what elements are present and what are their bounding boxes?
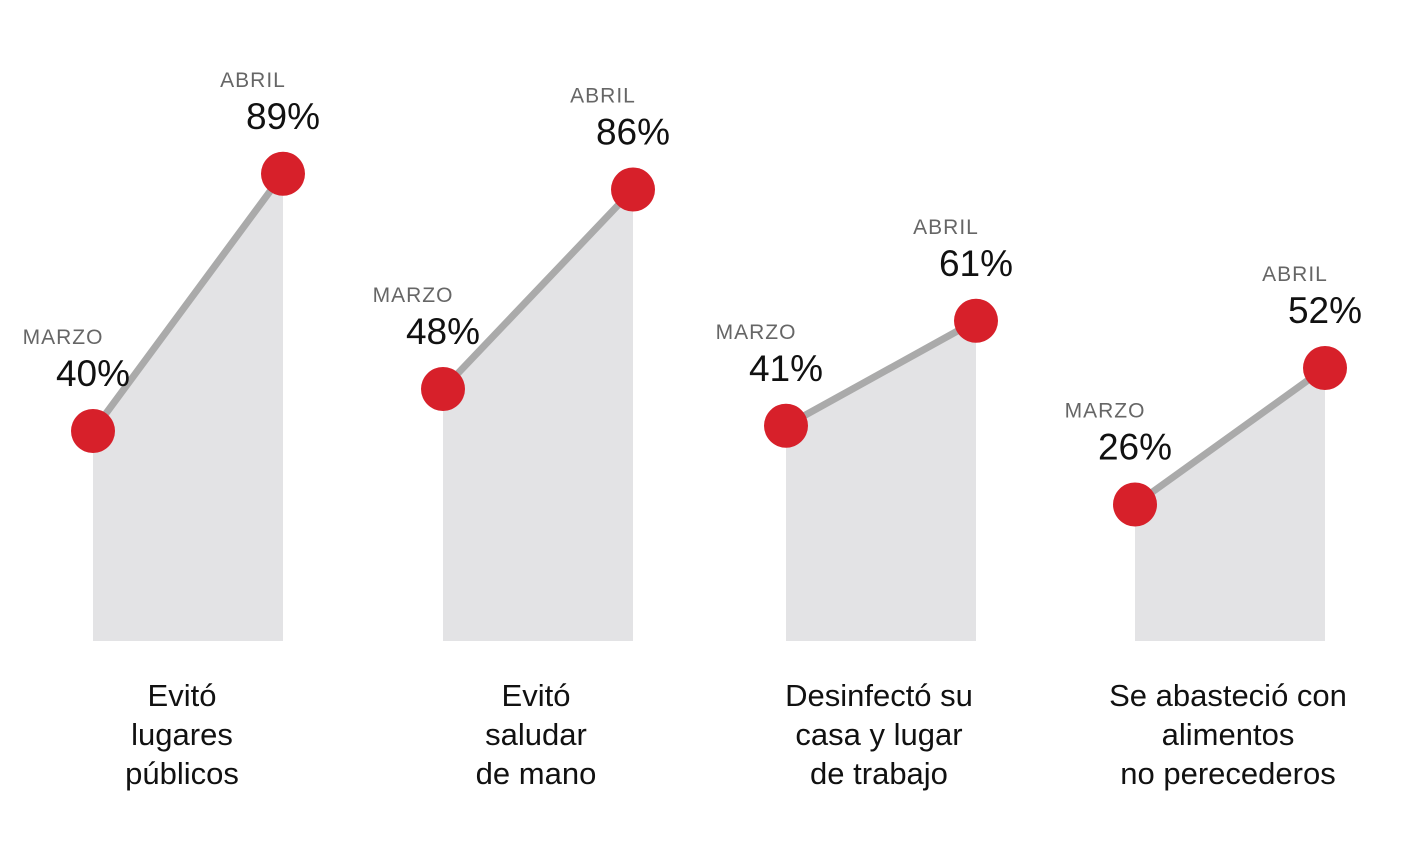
category-title-line: de trabajo bbox=[810, 756, 948, 791]
period-label: ABRIL bbox=[1262, 263, 1328, 286]
data-point bbox=[764, 403, 808, 448]
category-title-line: saludar bbox=[485, 717, 587, 752]
period-label: ABRIL bbox=[913, 216, 979, 239]
series-line bbox=[89, 170, 287, 435]
category-title-line: Evitó bbox=[147, 678, 217, 713]
series-line bbox=[439, 186, 637, 393]
category-title-line: Se abasteció con bbox=[1109, 678, 1347, 713]
category-title-3: Desinfectó su casa y lugar de trabajo bbox=[729, 676, 1029, 793]
series-line bbox=[1131, 364, 1329, 508]
value-label: 48% bbox=[406, 311, 480, 352]
data-point bbox=[71, 409, 115, 453]
category-title-line: alimentos bbox=[1161, 717, 1295, 752]
category-title-line: Desinfectó su bbox=[785, 678, 973, 713]
area-fill bbox=[443, 189, 633, 641]
category-title-line: Evitó bbox=[501, 678, 571, 713]
category-title-line: lugares bbox=[131, 717, 233, 752]
value-label: 41% bbox=[749, 348, 823, 389]
value-label: 89% bbox=[246, 96, 320, 137]
series-line bbox=[782, 317, 980, 430]
period-label: ABRIL bbox=[220, 69, 286, 92]
area-fill bbox=[1135, 368, 1325, 641]
data-point bbox=[261, 151, 305, 196]
category-title-line: de mano bbox=[475, 756, 597, 791]
category-title-line: no perecederos bbox=[1120, 756, 1336, 791]
data-point bbox=[611, 167, 655, 212]
area-fill bbox=[93, 173, 283, 641]
value-label: 52% bbox=[1288, 290, 1362, 331]
data-point bbox=[1303, 346, 1347, 390]
category-title-line: casa y lugar bbox=[795, 717, 963, 752]
category-title-line: públicos bbox=[125, 756, 239, 791]
value-label: 86% bbox=[596, 112, 670, 153]
value-label: 26% bbox=[1098, 427, 1172, 468]
data-point bbox=[1113, 482, 1157, 527]
period-label: MARZO bbox=[373, 284, 454, 307]
period-label: ABRIL bbox=[570, 85, 636, 108]
value-label: 40% bbox=[56, 353, 130, 394]
data-point bbox=[421, 367, 465, 411]
category-title-2: Evitó saludar de mano bbox=[386, 676, 686, 793]
category-title-1: Evitó lugares públicos bbox=[32, 676, 332, 793]
data-point bbox=[954, 298, 998, 343]
period-label: MARZO bbox=[1065, 400, 1146, 423]
period-label: MARZO bbox=[23, 326, 104, 349]
value-label: 61% bbox=[939, 243, 1013, 284]
period-label: MARZO bbox=[716, 321, 797, 344]
category-title-4: Se abasteció con alimentos no perecedero… bbox=[1078, 676, 1378, 793]
